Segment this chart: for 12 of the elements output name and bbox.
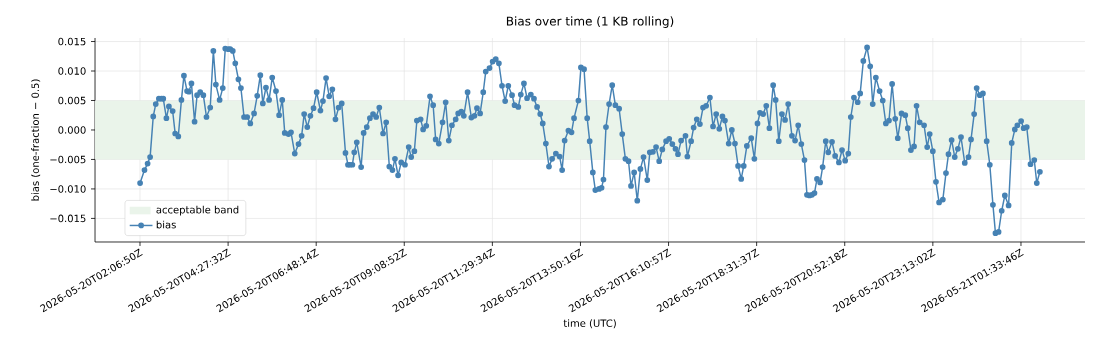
- y-axis-title: bias (one-fraction − 0.5): [31, 79, 41, 201]
- x-axis-title: time (UTC): [563, 319, 616, 329]
- legend-label: acceptable band: [156, 205, 239, 216]
- y-tick-label: 0.000: [58, 126, 86, 134]
- y-tick-label: −0.005: [50, 155, 86, 164]
- legend-label: bias: [156, 220, 176, 229]
- chart-title: Bias over time (1 KB rolling): [506, 16, 674, 28]
- y-tick-label: −0.015: [50, 214, 86, 223]
- y-tick-label: −0.010: [50, 185, 86, 193]
- y-tick-label: 0.010: [58, 67, 86, 75]
- y-tick-label: 0.015: [58, 37, 86, 46]
- y-tick-label: 0.005: [58, 96, 86, 105]
